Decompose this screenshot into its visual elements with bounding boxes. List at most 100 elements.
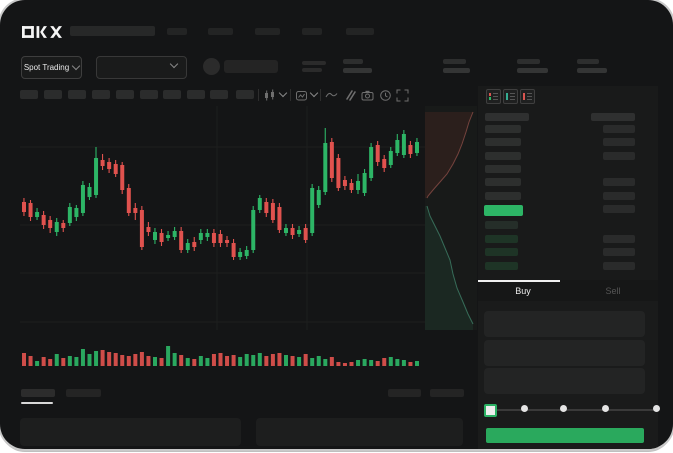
bid-price-placeholder[interactable] [485,262,518,270]
ask-price-placeholder[interactable] [485,165,521,173]
book-layout-both-icon[interactable] [486,89,501,104]
candle-body [316,190,321,205]
order-input-placeholder[interactable] [484,311,645,337]
book-layout-bids-icon[interactable] [503,89,518,104]
candle-body [297,230,302,234]
candle-body [395,140,400,153]
bottom-tab-placeholder[interactable] [21,389,55,397]
candle-body [192,242,197,247]
candle-body [257,198,262,210]
volume-bar [107,352,112,366]
candle-body [225,240,230,243]
candle-body [211,233,216,243]
candle-body [179,231,184,250]
amount-slider-handle[interactable] [484,404,497,417]
ask-amount-placeholder[interactable] [603,125,635,133]
slider-step-dot[interactable] [520,405,528,412]
order-input-placeholder[interactable] [484,368,645,394]
compare-icon[interactable] [343,89,356,102]
pair-title-placeholder [70,26,155,36]
depth-chart [425,106,477,330]
timeframe-button-placeholder[interactable] [20,90,38,99]
bid-price-placeholder[interactable] [485,248,518,256]
stat-value-placeholder [443,67,470,73]
volume-bar [133,354,138,366]
ask-price-placeholder[interactable] [485,138,521,146]
active-tab-indicator [478,280,560,282]
ask-price-placeholder[interactable] [485,178,521,186]
avatar[interactable] [203,58,220,75]
book-layout-asks-icon[interactable] [520,89,535,104]
bid-amount-placeholder[interactable] [603,262,635,270]
okx-logo[interactable] [22,26,62,38]
market-type-select[interactable]: Spot Trading [21,56,82,79]
slider-step-dot[interactable] [652,405,660,412]
timeframe-button-placeholder[interactable] [44,90,62,99]
bottom-action-placeholder[interactable] [430,389,464,397]
candle-body [270,203,275,220]
candle-body [382,159,387,168]
ask-price-placeholder[interactable] [485,125,521,133]
nav-item-placeholder[interactable] [346,28,374,35]
amount-slider-track[interactable] [489,409,657,411]
tab-buy[interactable]: Buy [515,286,531,296]
ask-price-placeholder[interactable] [485,152,521,160]
slider-step-dot[interactable] [559,405,567,412]
volume-bar [80,349,85,366]
volume-bar [270,354,275,366]
ask-amount-placeholder[interactable] [603,192,635,200]
fullscreen-icon[interactable] [396,89,409,102]
bid-price-placeholder[interactable] [485,235,518,243]
book-header-amount [591,113,635,121]
timeframe-button-placeholder[interactable] [187,90,205,99]
volume-bar [362,359,367,366]
camera-icon[interactable] [361,89,374,102]
nav-item-placeholder[interactable] [255,28,280,35]
bid-price-placeholder[interactable] [485,221,518,229]
bottom-tab-placeholder[interactable] [66,389,101,397]
stat-value-placeholder [343,67,372,73]
volume-bar [297,357,302,366]
stat-label-placeholder [577,59,599,64]
last-price-badge[interactable] [484,205,523,216]
volume-bar [323,359,328,366]
slider-step-dot[interactable] [601,405,609,412]
buy-submit-button[interactable] [486,428,644,443]
chart-settings-icon[interactable] [379,89,392,102]
volume-bar [153,357,157,366]
bid-amount-placeholder[interactable] [603,235,635,243]
divider [258,89,259,101]
timeframe-button-placeholder[interactable] [116,90,134,99]
candle-body [290,228,295,235]
tab-sell[interactable]: Sell [605,286,621,296]
order-input-placeholder[interactable] [484,340,645,366]
ask-amount-placeholder[interactable] [603,178,635,186]
nav-item-placeholder[interactable] [167,28,187,35]
volume-bar [369,360,374,366]
timeframe-button-placeholder[interactable] [210,90,228,99]
ask-amount-placeholder[interactable] [603,138,635,146]
indicator-icon[interactable] [295,89,308,102]
line-chart-icon[interactable] [325,89,338,102]
pair-select[interactable] [96,56,187,79]
timeframe-button-placeholder[interactable] [236,90,254,99]
balance-line [302,68,322,72]
candle-body [284,228,288,233]
candle-style-icon[interactable] [263,89,276,102]
ask-amount-placeholder[interactable] [603,152,635,160]
action-button-placeholder[interactable] [224,60,278,73]
timeframe-button-placeholder[interactable] [92,90,110,99]
volume-bar [205,358,210,366]
candle-body [61,223,66,228]
nav-item-placeholder[interactable] [302,28,322,35]
bottom-action-placeholder[interactable] [388,389,421,397]
nav-item-placeholder[interactable] [208,28,233,35]
ask-price-placeholder[interactable] [485,192,521,200]
timeframe-button-placeholder[interactable] [68,90,86,99]
timeframe-button-placeholder[interactable] [140,90,158,99]
timeframe-button-placeholder[interactable] [163,90,181,99]
stat-label-placeholder [517,59,540,64]
candle-body [238,252,243,257]
bid-amount-placeholder[interactable] [603,248,635,256]
